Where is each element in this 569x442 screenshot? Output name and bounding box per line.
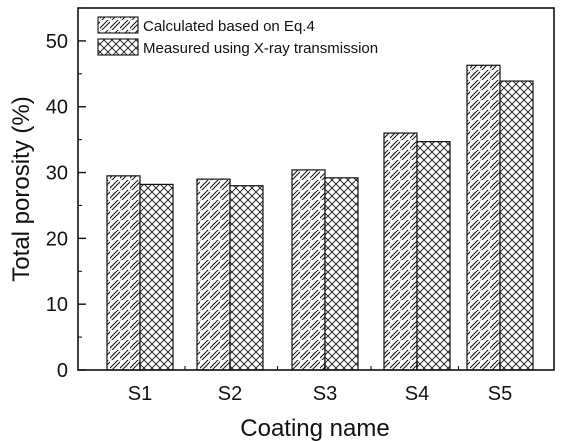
plot-frame <box>77 7 555 371</box>
legend-label-series-2: Measured using X-ray transmission <box>143 40 378 57</box>
bar-s3-series-1 <box>291 169 326 371</box>
bar-s1-series-1 <box>106 175 141 371</box>
legend-label-series-1: Calculated based on Eq.4 <box>143 18 315 35</box>
legend: Calculated based on Eq.4 Measured using X… <box>97 16 378 57</box>
x-tick-label: S4 <box>405 383 429 405</box>
y-tick-label: 0 <box>57 360 68 382</box>
bars-layer <box>106 64 534 371</box>
y-tick-label: 50 <box>46 31 68 53</box>
labels-layer: 0 10 20 30 40 50 S1 S2 S3 S4 S5 <box>46 31 512 405</box>
x-tick-label: S1 <box>128 383 152 405</box>
legend-swatch-series-1 <box>97 16 139 34</box>
bar-s4-series-2 <box>416 141 451 371</box>
bar-s2-series-1 <box>196 178 231 371</box>
y-tick-label: 20 <box>46 228 68 250</box>
x-tick-label: S5 <box>488 383 512 405</box>
bar-s3-series-2 <box>324 177 359 371</box>
bar-s1-series-2 <box>139 183 174 371</box>
y-tick-label: 30 <box>46 163 68 185</box>
legend-swatch-series-2 <box>97 38 139 56</box>
axes-layer <box>77 7 555 371</box>
y-axis-label: Total porosity (%) <box>8 96 35 281</box>
bar-s5-series-1 <box>466 64 501 371</box>
x-axis-label: Coating name <box>240 415 389 442</box>
x-tick-label: S3 <box>313 383 337 405</box>
y-tick-label: 10 <box>46 294 68 316</box>
x-tick-label: S2 <box>218 383 242 405</box>
y-tick-label: 40 <box>46 97 68 119</box>
bar-s2-series-2 <box>229 185 264 371</box>
bar-s4-series-1 <box>383 132 418 371</box>
bar-s5-series-2 <box>499 80 534 371</box>
